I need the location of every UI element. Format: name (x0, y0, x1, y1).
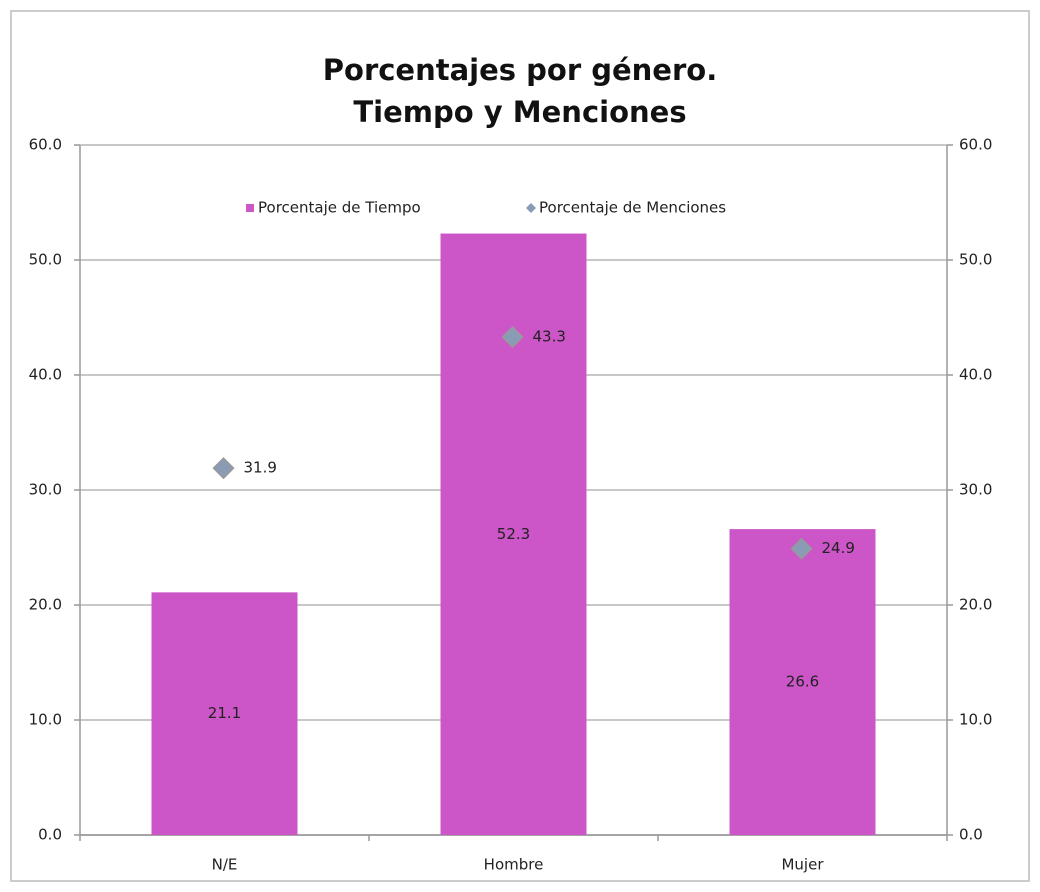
y2-tick-label: 0.0 (959, 826, 983, 844)
legend-label: Porcentaje de Menciones (539, 199, 726, 217)
data-label: 24.9 (822, 539, 855, 557)
y-tick-label: 60.0 (29, 136, 62, 154)
y-tick-label: 10.0 (29, 711, 62, 729)
y2-tick-label: 40.0 (959, 366, 992, 384)
data-label: 43.3 (533, 328, 566, 346)
chart-title: Porcentajes por género. (323, 53, 717, 87)
y-tick-label: 40.0 (29, 366, 62, 384)
chart-title: Tiempo y Menciones (353, 95, 686, 129)
diamond-marker (212, 457, 235, 480)
data-label: 31.9 (244, 459, 277, 477)
y-tick-label: 50.0 (29, 251, 62, 269)
data-label: 52.3 (497, 525, 530, 543)
data-label: 26.6 (786, 673, 819, 691)
y-tick-label: 0.0 (38, 826, 62, 844)
y-tick-label: 30.0 (29, 481, 62, 499)
legend-marker (526, 203, 536, 213)
x-tick-label: Hombre (484, 856, 544, 874)
y-tick-label: 20.0 (29, 596, 62, 614)
legend-marker (246, 204, 254, 212)
bar (151, 592, 298, 835)
data-label: 21.1 (208, 704, 241, 722)
y2-tick-label: 30.0 (959, 481, 992, 499)
y2-tick-label: 50.0 (959, 251, 992, 269)
diamond-marker (790, 537, 813, 560)
y2-tick-label: 10.0 (959, 711, 992, 729)
y2-tick-label: 60.0 (959, 136, 992, 154)
bar (729, 529, 876, 835)
y2-tick-label: 20.0 (959, 596, 992, 614)
legend-label: Porcentaje de Tiempo (258, 199, 421, 217)
x-tick-label: N/E (212, 856, 238, 874)
diamond-marker (501, 325, 524, 349)
x-tick-label: Mujer (781, 856, 824, 874)
